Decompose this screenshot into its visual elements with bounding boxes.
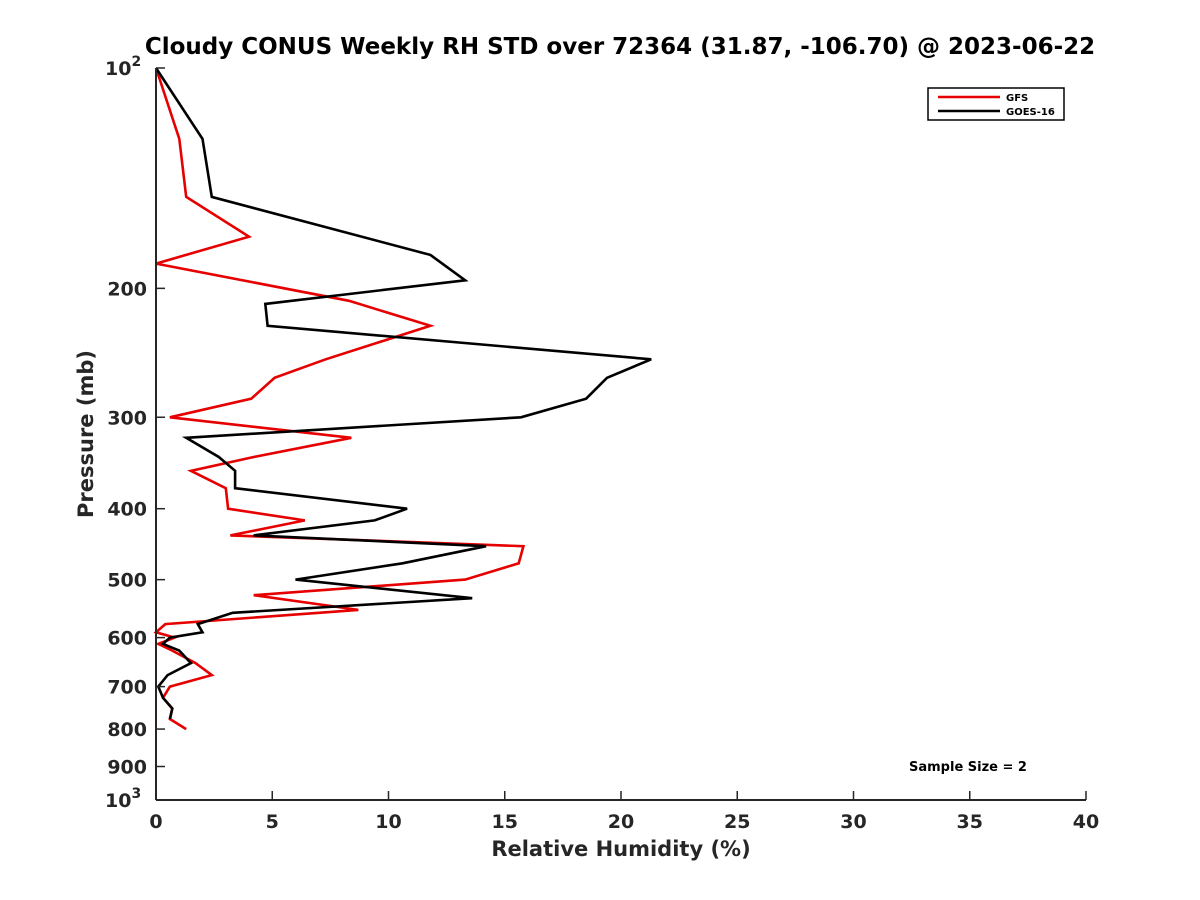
sample-size-annotation: Sample Size = 2 xyxy=(909,760,1027,775)
y-axis-label: Pressure (mb) xyxy=(74,350,98,518)
y-tick-label: 700 xyxy=(107,677,147,699)
legend-box xyxy=(927,87,1065,121)
x-tick-label: 30 xyxy=(840,811,866,833)
x-tick-label: 10 xyxy=(375,811,401,833)
y-tick-label: 102 xyxy=(105,54,141,80)
chart-title: Cloudy CONUS Weekly RH STD over 72364 (3… xyxy=(145,34,1095,60)
y-tick-label: 600 xyxy=(107,628,147,650)
series-line-gfs xyxy=(153,67,526,731)
y-axis-ticks: 102 200 300 400 500 600 700 800 900 103 xyxy=(105,54,165,812)
x-tick-label: 15 xyxy=(492,811,518,833)
x-tick-label: 5 xyxy=(266,811,279,833)
legend: GFS GOES-16 xyxy=(927,87,1065,121)
series-line-goes16 xyxy=(154,67,652,720)
y-tick-label: 800 xyxy=(107,719,147,741)
series-layer xyxy=(153,67,652,731)
legend-label-goes16: GOES-16 xyxy=(1006,107,1055,118)
y-tick-label: 400 xyxy=(107,499,147,521)
legend-label-gfs: GFS xyxy=(1006,93,1028,104)
y-tick-label: 200 xyxy=(107,278,147,300)
x-axis-label: Relative Humidity (%) xyxy=(491,837,750,861)
y-tick-label: 103 xyxy=(105,786,141,812)
x-tick-label: 35 xyxy=(957,811,983,833)
y-tick-label: 500 xyxy=(107,570,147,592)
x-tick-label: 0 xyxy=(149,811,162,833)
y-tick-label: 900 xyxy=(107,757,147,779)
y-tick-label: 300 xyxy=(107,407,147,429)
x-tick-label: 25 xyxy=(724,811,750,833)
x-axis-ticks: 0 5 10 15 20 25 30 35 40 xyxy=(149,791,1099,833)
x-tick-label: 40 xyxy=(1073,811,1099,833)
x-tick-label: 20 xyxy=(608,811,634,833)
